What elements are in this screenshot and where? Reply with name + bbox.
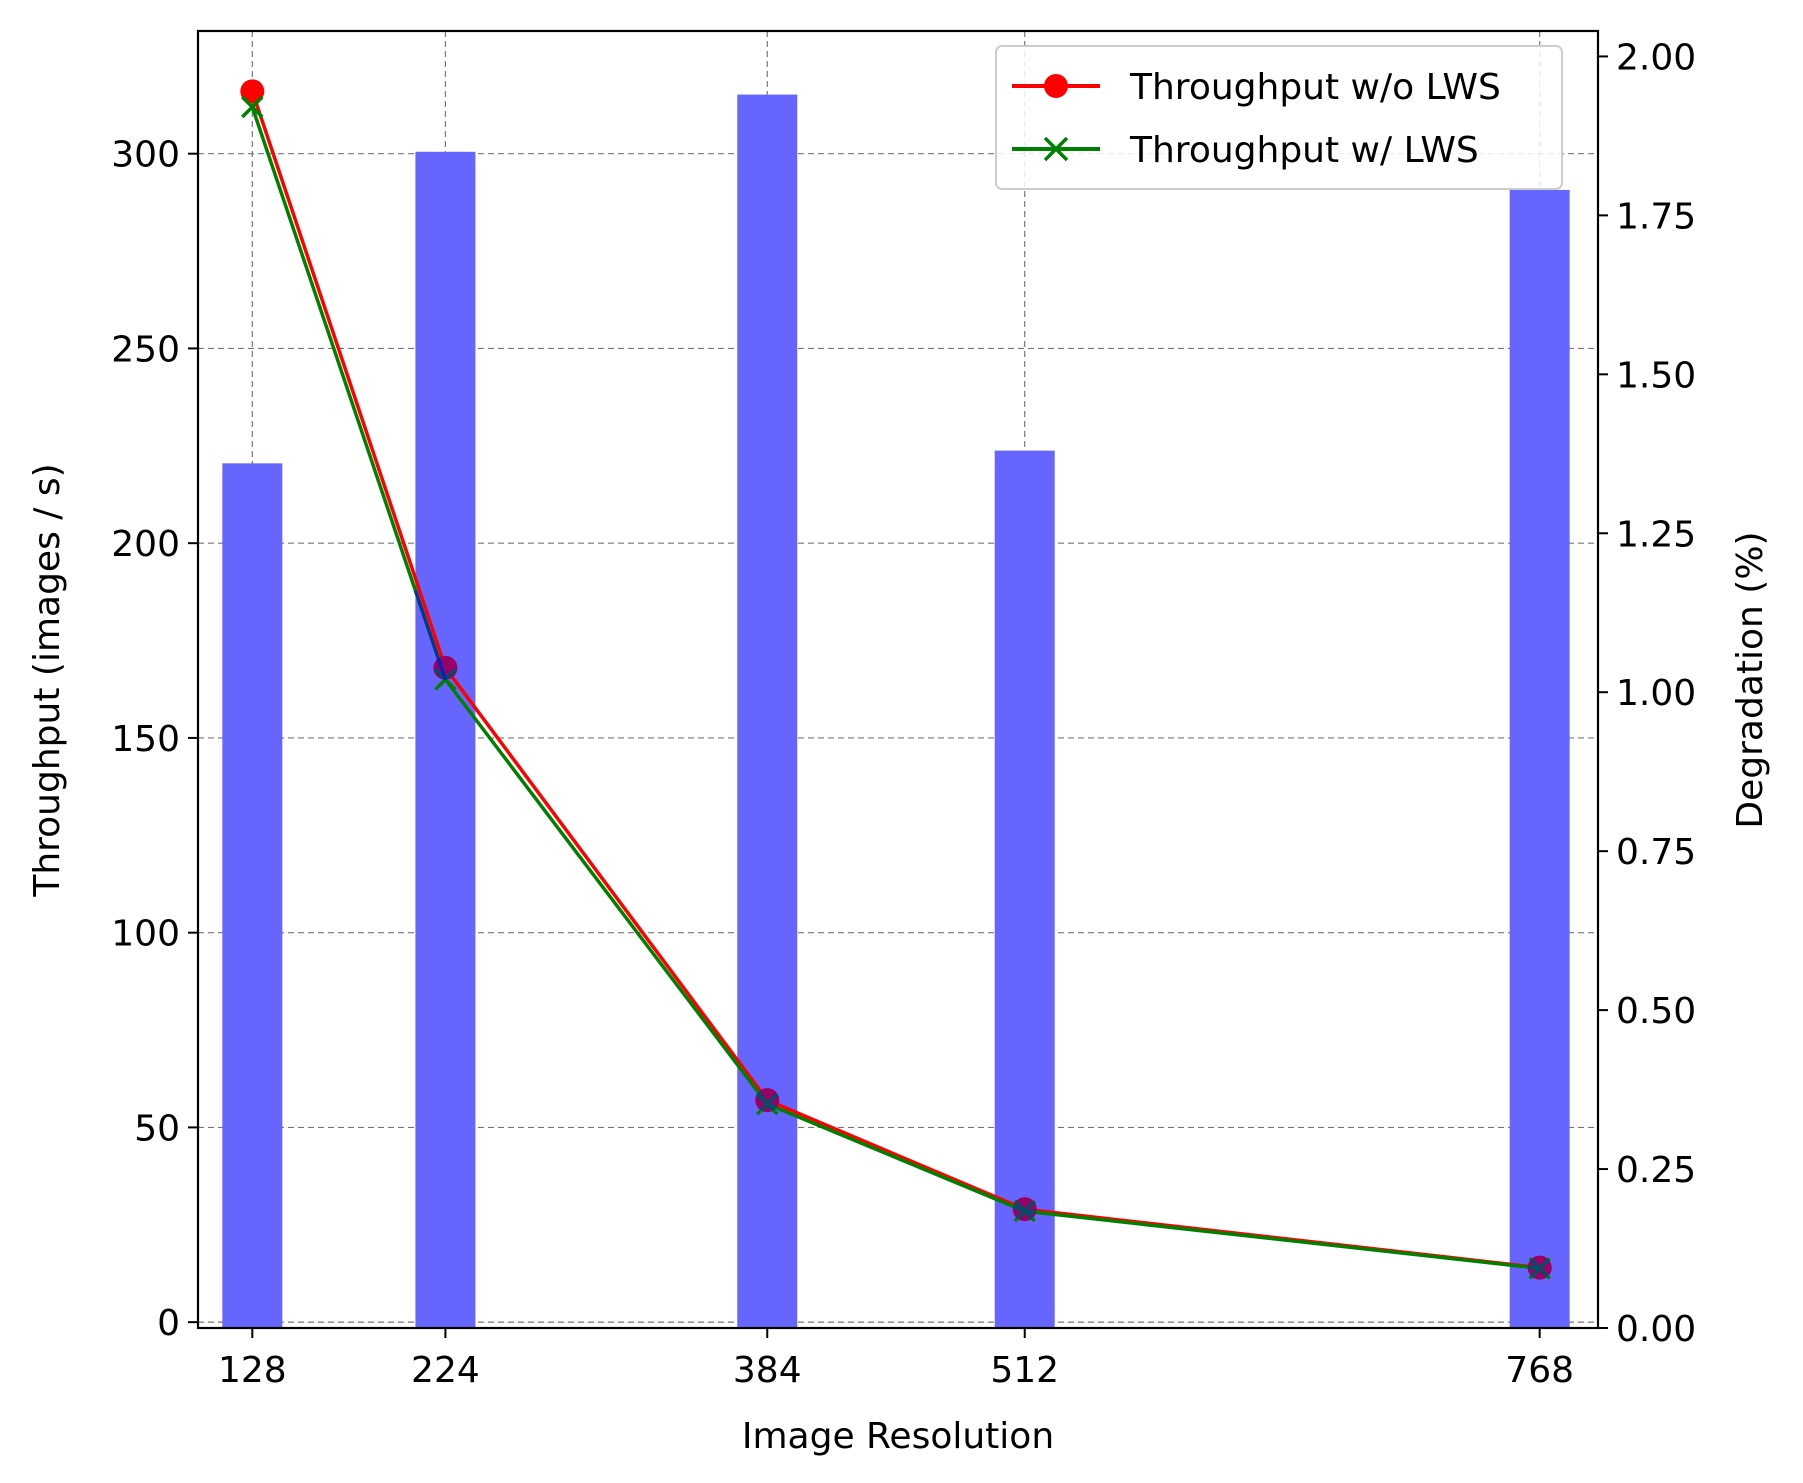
overlay-point (755, 1088, 780, 1113)
overlay-segment (413, 589, 448, 681)
degradation-bar (415, 151, 476, 1328)
degradation-bar (994, 450, 1055, 1328)
legend-box (995, 45, 1563, 190)
y-tick-label-right: 0.75 (1616, 832, 1696, 873)
y-tick-label-right: 1.50 (1616, 355, 1696, 396)
y-ticks-right: 0.00 0.25 0.50 0.75 1.00 1.25 1.50 1.75 2.00 (1598, 37, 1696, 1350)
y-axis-label-right: Degradation (%) (1730, 531, 1771, 828)
y-tick-label-left: 300 (111, 135, 180, 176)
legend-marker-wo-lws (1044, 74, 1068, 98)
y-tick-label-right: 1.25 (1616, 514, 1696, 555)
y-tick-label-right: 0.50 (1616, 991, 1696, 1032)
plot-frame (196, 29, 1600, 1330)
degradation-bar (222, 463, 283, 1328)
y-tick-label-left: 50 (134, 1108, 180, 1149)
point-w-lws (241, 95, 264, 119)
point-w-lws (756, 1092, 779, 1116)
x-tick-label: 768 (1505, 1350, 1574, 1391)
x-ticks: 128 224 384 512 768 (218, 1328, 1574, 1391)
x-tick-label: 128 (218, 1350, 287, 1391)
lines (240, 79, 1552, 1280)
legend-label-wo-lws: Throughput w/o LWS (1129, 67, 1501, 108)
x-tick-label: 384 (733, 1350, 802, 1391)
x-tick-label: 512 (990, 1350, 1059, 1391)
y-tick-label-right: 1.75 (1616, 196, 1696, 237)
y-tick-label-right: 2.00 (1616, 37, 1696, 78)
y-tick-label-left: 250 (111, 329, 180, 370)
legend-label-w-lws: Throughput w/ LWS (1129, 130, 1479, 171)
y-tick-label-right: 0.25 (1616, 1150, 1696, 1191)
legend: Throughput w/o LWS Throughput w/ LWS (995, 45, 1563, 190)
point-w-lws (1013, 1199, 1036, 1223)
x-tick-label: 224 (411, 1350, 480, 1391)
point-wo-lws (240, 79, 265, 104)
legend-marker-w-lws (1043, 136, 1069, 162)
y-ticks-left: 0 50 100 150 200 250 300 (111, 135, 198, 1344)
point-w-lws (434, 668, 457, 691)
grid (198, 31, 1598, 1328)
overlay-point (1012, 1197, 1037, 1222)
y-tick-label-left: 150 (111, 719, 180, 760)
point-w-lws (1528, 1257, 1551, 1280)
y-tick-label-right: 0.00 (1616, 1309, 1696, 1350)
overlay-point (433, 655, 458, 680)
y-tick-label-left: 100 (111, 914, 180, 955)
x-axis-label: Image Resolution (742, 1416, 1054, 1457)
y-tick-label-left: 200 (111, 524, 180, 565)
bars (222, 94, 1570, 1329)
degradation-bar (737, 94, 798, 1329)
y-axis-label-left: Throughput (images / s) (27, 463, 68, 897)
y-tick-label-left: 0 (157, 1303, 180, 1344)
degradation-bar (1509, 189, 1570, 1329)
y-tick-label-right: 1.00 (1616, 673, 1696, 714)
overlay-point (1527, 1255, 1552, 1280)
